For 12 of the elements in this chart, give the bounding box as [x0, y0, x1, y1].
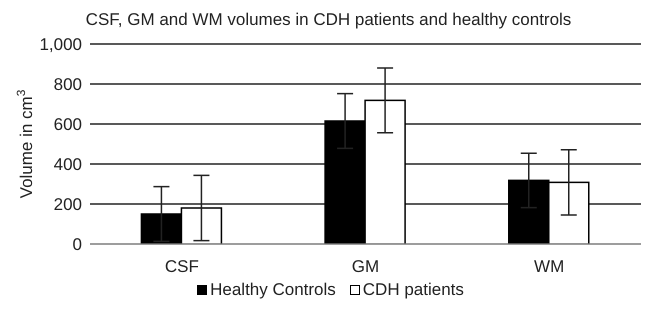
y-tick-label: 200 — [54, 195, 82, 214]
x-tick-label: GM — [352, 257, 380, 276]
x-tick-label: CSF — [164, 257, 199, 276]
y-tick-label: 1,000 — [39, 35, 82, 54]
y-tick-label: 400 — [54, 155, 82, 174]
chart-title: CSF, GM and WM volumes in CDH patients and healthy controls — [84, 9, 572, 31]
legend-label: CDH patients — [362, 280, 464, 300]
y-tick-label: 800 — [54, 75, 82, 94]
x-tick-label: WM — [534, 257, 564, 276]
legend-label: Healthy Controls — [209, 280, 336, 300]
y-tick-label: 600 — [54, 115, 82, 134]
y-tick-label: 0 — [72, 235, 82, 254]
